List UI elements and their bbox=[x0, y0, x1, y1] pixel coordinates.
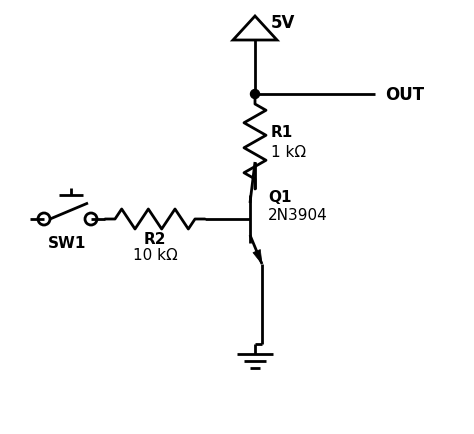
Text: Q1: Q1 bbox=[268, 190, 292, 205]
Text: 10 kΩ: 10 kΩ bbox=[133, 248, 177, 263]
Polygon shape bbox=[253, 250, 262, 264]
Text: OUT: OUT bbox=[385, 86, 424, 104]
Text: 2N3904: 2N3904 bbox=[268, 208, 328, 223]
Text: R1: R1 bbox=[271, 125, 293, 140]
Circle shape bbox=[250, 90, 259, 99]
Text: SW1: SW1 bbox=[48, 236, 87, 251]
Text: 1 kΩ: 1 kΩ bbox=[271, 145, 306, 160]
Text: R2: R2 bbox=[144, 232, 166, 247]
Text: 5V: 5V bbox=[271, 14, 295, 32]
